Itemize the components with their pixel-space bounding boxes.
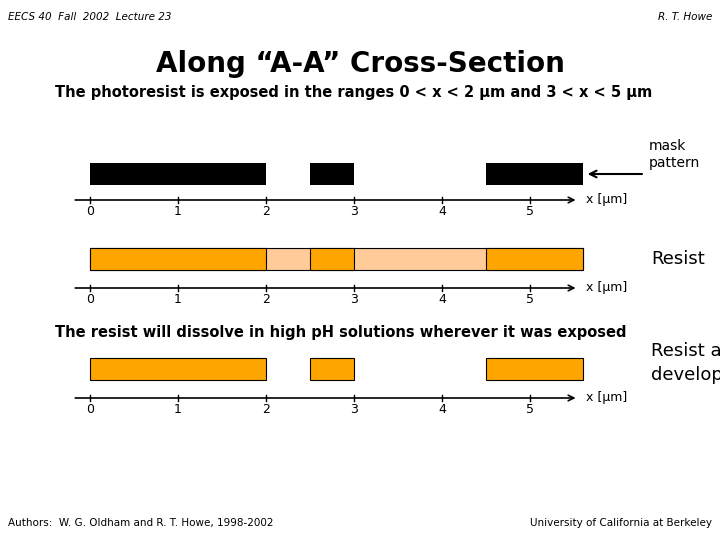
Text: 4: 4 bbox=[438, 403, 446, 416]
Text: EECS 40  Fall  2002  Lecture 23: EECS 40 Fall 2002 Lecture 23 bbox=[8, 12, 171, 22]
Text: 0: 0 bbox=[86, 403, 94, 416]
Text: Resist: Resist bbox=[651, 250, 705, 268]
Text: 4: 4 bbox=[438, 293, 446, 306]
Bar bbox=[310, 248, 354, 270]
Text: 2: 2 bbox=[262, 403, 270, 416]
Text: University of California at Berkeley: University of California at Berkeley bbox=[530, 518, 712, 528]
Text: 1: 1 bbox=[174, 403, 182, 416]
Text: The photoresist is exposed in the ranges 0 < x < 2 μm and 3 < x < 5 μm: The photoresist is exposed in the ranges… bbox=[55, 85, 652, 100]
Text: Along “A-A” Cross-Section: Along “A-A” Cross-Section bbox=[156, 50, 564, 78]
Text: 4: 4 bbox=[438, 205, 446, 218]
Text: R. T. Howe: R. T. Howe bbox=[657, 12, 712, 22]
Text: The resist will dissolve in high pH solutions wherever it was exposed: The resist will dissolve in high pH solu… bbox=[55, 325, 626, 340]
Text: Resist after
development: Resist after development bbox=[651, 342, 720, 384]
Text: 1: 1 bbox=[174, 205, 182, 218]
Bar bbox=[486, 358, 582, 380]
Bar bbox=[486, 248, 582, 270]
Text: 5: 5 bbox=[526, 205, 534, 218]
Bar bbox=[310, 163, 354, 185]
Text: 3: 3 bbox=[350, 403, 358, 416]
Text: 3: 3 bbox=[350, 293, 358, 306]
Text: 5: 5 bbox=[526, 293, 534, 306]
Text: 2: 2 bbox=[262, 293, 270, 306]
Text: 0: 0 bbox=[86, 293, 94, 306]
Bar bbox=[90, 248, 266, 270]
Text: x [μm]: x [μm] bbox=[586, 392, 628, 404]
Text: 1: 1 bbox=[174, 293, 182, 306]
Bar bbox=[486, 163, 582, 185]
Text: mask
pattern: mask pattern bbox=[649, 139, 700, 170]
Bar bbox=[310, 358, 354, 380]
Bar bbox=[90, 358, 266, 380]
Text: x [μm]: x [μm] bbox=[586, 281, 628, 294]
Bar bbox=[90, 163, 266, 185]
Text: 0: 0 bbox=[86, 205, 94, 218]
Text: 2: 2 bbox=[262, 205, 270, 218]
Text: x [μm]: x [μm] bbox=[586, 193, 628, 206]
Text: 5: 5 bbox=[526, 403, 534, 416]
Text: Authors:  W. G. Oldham and R. T. Howe, 1998-2002: Authors: W. G. Oldham and R. T. Howe, 19… bbox=[8, 518, 274, 528]
Bar bbox=[90, 248, 582, 270]
Text: 3: 3 bbox=[350, 205, 358, 218]
